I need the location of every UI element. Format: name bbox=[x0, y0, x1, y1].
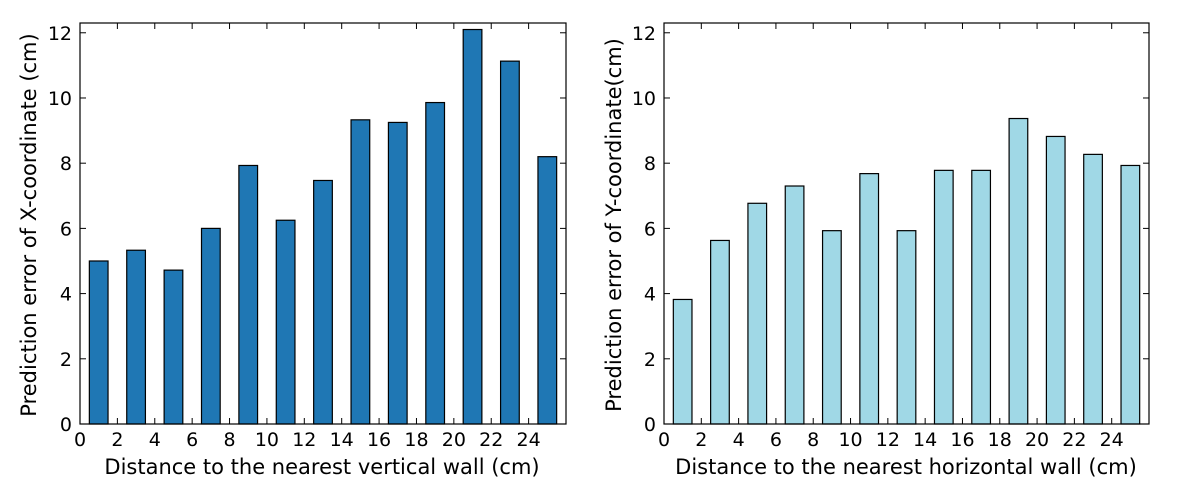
right-x-tick-label: 6 bbox=[770, 429, 782, 451]
left-bar bbox=[425, 101, 446, 425]
left-x-tick-label: 18 bbox=[404, 429, 428, 451]
right-bar bbox=[710, 239, 730, 425]
left-y-tick-label: 6 bbox=[60, 218, 72, 240]
right-bar bbox=[784, 185, 805, 425]
left-y-tick-label: 12 bbox=[48, 23, 72, 45]
left-plot-frame bbox=[79, 22, 567, 425]
right-x-tick-label: 18 bbox=[988, 429, 1012, 451]
left-x-tick-label: 22 bbox=[479, 429, 503, 451]
left-bar bbox=[350, 119, 371, 425]
right-y-tick-label: 8 bbox=[644, 153, 656, 175]
left-x-tick-label: 8 bbox=[223, 429, 235, 451]
left-bar bbox=[126, 249, 147, 425]
left-y-tick-label: 0 bbox=[60, 414, 72, 436]
left-x-tick-label: 2 bbox=[111, 429, 123, 451]
left-y-axis-title: Prediction error of X-coordinate (cm) bbox=[17, 33, 41, 416]
right-x-tick-label: 16 bbox=[950, 429, 974, 451]
right-x-tick-label: 12 bbox=[876, 429, 900, 451]
left-x-tick-label: 0 bbox=[74, 429, 86, 451]
right-bar bbox=[1083, 153, 1103, 425]
right-x-tick-label: 0 bbox=[658, 429, 670, 451]
left-bar-chart: Distance to the nearest vertical wall (c… bbox=[17, 22, 567, 479]
left-x-tick-label: 14 bbox=[330, 429, 354, 451]
right-x-tick-label: 4 bbox=[733, 429, 745, 451]
right-x-tick-label: 14 bbox=[913, 429, 937, 451]
right-x-tick-label: 20 bbox=[1025, 429, 1049, 451]
left-y-tick-label: 4 bbox=[60, 284, 72, 306]
left-bar bbox=[88, 260, 109, 425]
left-bar bbox=[387, 121, 408, 425]
right-y-tick-label: 2 bbox=[644, 349, 656, 371]
right-bar bbox=[672, 298, 693, 425]
left-x-tick-label: 10 bbox=[255, 429, 279, 451]
right-bar bbox=[1045, 135, 1066, 425]
right-y-tick-label: 4 bbox=[644, 284, 656, 306]
left-x-tick-label: 6 bbox=[186, 429, 198, 451]
right-bar bbox=[1008, 117, 1029, 425]
left-y-tick-label: 10 bbox=[48, 88, 72, 110]
right-x-tick-label: 8 bbox=[807, 429, 819, 451]
left-x-axis-title: Distance to the nearest vertical wall (c… bbox=[104, 455, 539, 479]
right-x-tick-label: 24 bbox=[1100, 429, 1124, 451]
left-y-tick-label: 8 bbox=[60, 153, 72, 175]
left-x-tick-label: 16 bbox=[367, 429, 391, 451]
right-bar bbox=[933, 169, 954, 425]
left-bar bbox=[499, 60, 520, 425]
right-x-tick-label: 10 bbox=[838, 429, 862, 451]
right-y-tick-label: 12 bbox=[632, 23, 656, 45]
right-y-tick-label: 0 bbox=[644, 414, 656, 436]
left-x-tick-label: 4 bbox=[149, 429, 161, 451]
right-bar-chart: Distance to the nearest horizontal wall … bbox=[602, 22, 1150, 479]
left-x-tick-label: 20 bbox=[442, 429, 466, 451]
left-bar bbox=[200, 227, 221, 425]
right-bar bbox=[821, 230, 842, 425]
right-x-axis-title: Distance to the nearest horizontal wall … bbox=[675, 455, 1137, 479]
right-y-axis-title: Prediction error of Y-coordinate(cm) bbox=[602, 38, 626, 412]
right-bar bbox=[896, 230, 917, 425]
right-x-tick-label: 22 bbox=[1062, 429, 1086, 451]
right-x-tick-label: 2 bbox=[695, 429, 707, 451]
left-x-tick-label: 24 bbox=[517, 429, 541, 451]
right-bar bbox=[747, 202, 768, 425]
left-bar bbox=[537, 156, 558, 425]
left-bar bbox=[462, 28, 483, 425]
left-bar bbox=[163, 269, 184, 425]
left-bar bbox=[238, 164, 259, 425]
right-y-tick-label: 10 bbox=[632, 88, 656, 110]
right-bar bbox=[1120, 164, 1141, 425]
left-x-tick-label: 12 bbox=[292, 429, 316, 451]
right-plot-frame bbox=[663, 22, 1150, 425]
left-bar bbox=[313, 179, 333, 425]
right-y-tick-label: 6 bbox=[644, 218, 656, 240]
right-bar bbox=[971, 169, 992, 425]
left-y-tick-label: 2 bbox=[60, 349, 72, 371]
right-bar bbox=[859, 173, 880, 425]
left-bar bbox=[275, 219, 296, 425]
